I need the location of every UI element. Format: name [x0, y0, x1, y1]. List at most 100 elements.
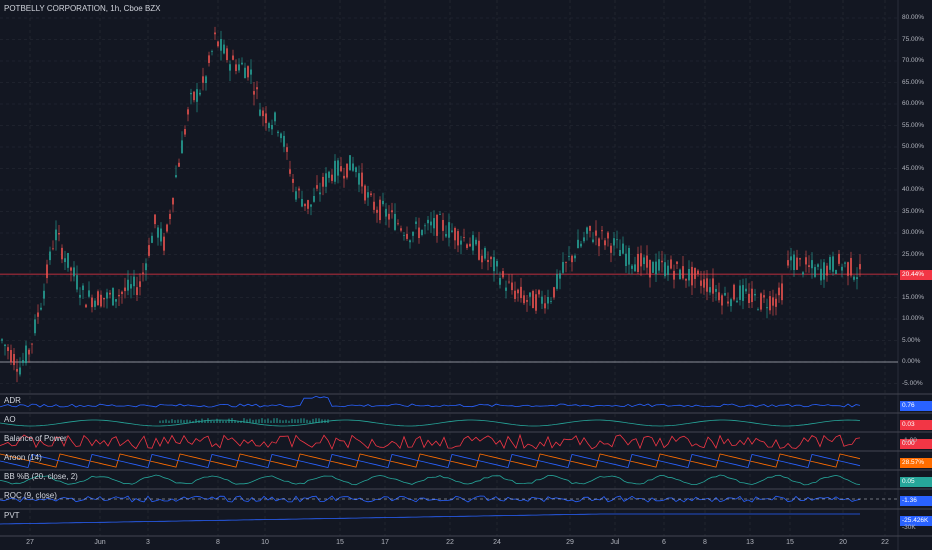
price-axis-label: 70.00%: [902, 57, 925, 64]
candle-body: [754, 293, 756, 296]
pane-label[interactable]: ADR: [4, 396, 21, 405]
pane-value-tag: 0.03: [900, 420, 932, 430]
candle-body: [829, 257, 831, 270]
candle-body: [283, 135, 285, 147]
candle-body: [808, 265, 810, 267]
candle-body: [37, 312, 39, 317]
candle-body: [298, 188, 300, 191]
candle-body: [226, 48, 228, 61]
candle-body: [511, 282, 513, 291]
candle-body: [289, 169, 291, 174]
candle-body: [364, 185, 366, 201]
candle-body: [751, 288, 753, 303]
price-axis-label: 30.00%: [902, 229, 925, 236]
candle-body: [40, 307, 42, 310]
candle-body: [58, 232, 60, 235]
time-axis-label: 8: [703, 539, 707, 546]
price-axis-label: 35.00%: [902, 207, 925, 215]
price-axis-label: 45.00%: [902, 164, 925, 172]
candle-body: [529, 292, 531, 297]
pane-value-tag: -1.36: [900, 496, 932, 506]
pane-series-line: [0, 453, 861, 468]
candle-body: [169, 213, 171, 220]
candle-body: [595, 230, 597, 236]
candle-body: [670, 259, 672, 269]
candle-body: [700, 280, 702, 286]
time-axis-label: 20: [839, 539, 847, 546]
candle-body: [436, 214, 438, 236]
pane-label[interactable]: Aroon (14): [4, 453, 42, 462]
time-axis-label: 3: [146, 539, 150, 546]
candle-body: [430, 221, 432, 226]
candle-body: [250, 69, 252, 75]
candle-body: [421, 229, 423, 235]
candle-body: [295, 191, 297, 200]
pane-series-line: [0, 419, 861, 427]
pane-value-tag: 28.57%: [900, 458, 932, 468]
candle-body: [619, 249, 621, 256]
candle-body: [415, 221, 417, 224]
time-axis-label: 22: [881, 539, 889, 546]
pane-series-line: [0, 495, 861, 503]
candle-body: [634, 264, 636, 272]
candle-body: [121, 291, 123, 295]
time-axis-label: 13: [746, 539, 754, 546]
candle-body: [727, 301, 729, 304]
candle-body: [760, 293, 762, 310]
candle-body: [424, 225, 426, 227]
candle-body: [790, 256, 792, 261]
candle-body: [4, 344, 6, 347]
candle-body: [841, 266, 843, 271]
candle-body: [256, 87, 258, 90]
pane-label[interactable]: BB %B (20, close, 2): [4, 472, 78, 481]
candle-body: [112, 288, 114, 306]
candle-body: [457, 231, 459, 246]
candle-body: [847, 262, 849, 276]
candle-body: [517, 289, 519, 294]
time-axis-label: 10: [261, 539, 269, 546]
pane-label[interactable]: AO: [4, 415, 16, 424]
candle-body: [397, 223, 399, 225]
candle-body: [466, 244, 468, 248]
candle-body: [775, 298, 777, 307]
candle-body: [640, 253, 642, 267]
price-axis-label: 75.00%: [902, 35, 925, 43]
candle-body: [493, 257, 495, 272]
candle-body: [655, 261, 657, 275]
candle-body: [607, 232, 609, 239]
candle-body: [151, 235, 153, 243]
candle-body: [259, 109, 261, 116]
candle-body: [592, 239, 594, 243]
candle-body: [10, 350, 12, 363]
candle-body: [697, 270, 699, 274]
candle-body: [337, 160, 339, 176]
candle-body: [721, 295, 723, 306]
candle-body: [547, 296, 549, 304]
candle-body: [691, 266, 693, 286]
candle-body: [148, 245, 150, 256]
candle-body: [106, 292, 108, 299]
candle-body: [604, 240, 606, 246]
candle-body: [439, 214, 441, 215]
candle-body: [340, 166, 342, 172]
candle-body: [823, 262, 825, 280]
time-axis-label: 8: [216, 539, 220, 546]
pane-label[interactable]: ROC (9, close): [4, 491, 57, 500]
candle-body: [433, 218, 435, 229]
candle-body: [154, 214, 156, 225]
pane-label[interactable]: PVT: [4, 511, 20, 520]
candle-body: [403, 234, 405, 236]
candle-body: [1, 339, 3, 341]
candle-body: [484, 248, 486, 259]
candle-body: [220, 39, 222, 51]
candle-body: [142, 272, 144, 274]
candle-body: [271, 124, 273, 130]
candle-body: [130, 284, 132, 289]
candle-body: [748, 293, 750, 304]
candle-body: [736, 300, 738, 303]
candle-body: [55, 229, 57, 241]
candle-body: [631, 265, 633, 269]
candle-body: [196, 89, 198, 102]
pane-label[interactable]: Balance of Power: [4, 434, 67, 443]
